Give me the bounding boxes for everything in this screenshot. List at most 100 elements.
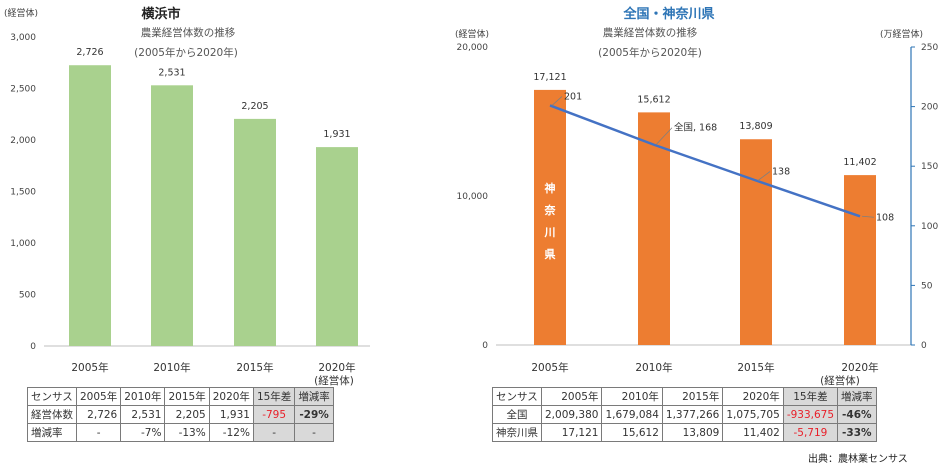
data-label: 2,726 <box>76 47 103 58</box>
bar <box>234 118 276 346</box>
y2-tick-label: 200 <box>921 103 938 113</box>
table-row: 増減率 - -7% -13% -12% - - <box>27 423 334 442</box>
data-label: 17,121 <box>533 72 566 83</box>
data-label: 15,612 <box>637 94 670 105</box>
table-cell: 1,931 <box>208 405 254 424</box>
table-cell: 2,009,380 <box>540 405 603 424</box>
yokohama-category-note: (経営体) <box>314 374 354 387</box>
table-row: 神奈川県 17,121 15,612 13,809 11,402 -5,719 … <box>492 423 877 442</box>
bar <box>844 175 876 345</box>
table-header-cell: 2020年 <box>208 387 254 406</box>
table-cell: 1,679,084 <box>601 405 663 424</box>
bar <box>638 112 670 346</box>
table-header-cell: 15年差 <box>252 387 296 406</box>
kanagawa-chart-period: (2005年から2020年) <box>598 46 702 59</box>
kanagawa-y2-axis: 0 50 100 150 200 250 <box>910 43 938 351</box>
national-line: 201 全国, 168 138 108 <box>549 91 894 223</box>
x-tick-label: 2010年 <box>153 361 190 374</box>
bar-series-label: 川 <box>544 226 556 239</box>
y2-tick-label: 0 <box>921 341 927 351</box>
national-kanagawa-table: センサス 2005年 2010年 2015年 2020年 15年差 増減率 全国… <box>492 387 877 442</box>
bar-series-label: 奈 <box>544 203 557 217</box>
table-header-cell: 2015年 <box>164 387 210 406</box>
bar <box>534 89 566 346</box>
x-tick-label: 2010年 <box>635 361 672 374</box>
table-cell: -5,719 <box>782 423 839 442</box>
table-cell: -933,675 <box>782 405 839 424</box>
kanagawa-chart-subtitle: 農業経営体数の推移 <box>603 26 698 39</box>
bar-series-label: 県 <box>545 248 556 261</box>
kanagawa-category-note: (経営体) <box>820 374 860 387</box>
yokohama-chart-subtitle: 農業経営体数の推移 <box>141 26 236 39</box>
y-tick-label: 10,000 <box>457 192 489 202</box>
line-data-label: 201 <box>564 91 582 102</box>
table-cell: 15,612 <box>601 423 663 442</box>
line-label-leader <box>551 96 563 106</box>
y-tick-label: 0 <box>30 342 36 352</box>
table-cell: 17,121 <box>540 423 603 442</box>
data-label: 13,809 <box>739 121 772 132</box>
data-label: 2,531 <box>158 67 185 78</box>
x-tick-label: 2015年 <box>737 361 774 374</box>
line-data-label: 108 <box>876 212 894 223</box>
x-tick-label: 2005年 <box>531 361 568 374</box>
data-label: 2,205 <box>241 101 268 112</box>
table-cell: -13% <box>164 423 210 442</box>
y-tick-label: 2,500 <box>10 85 36 95</box>
kanagawa-y-axis: 0 10,000 20,000 <box>457 43 911 351</box>
table-header-cell: 2015年 <box>661 387 724 406</box>
bar <box>316 147 358 346</box>
line-label-leader <box>655 127 673 146</box>
kanagawa-x-labels: 2005年 2010年 2015年 2020年 <box>531 361 878 374</box>
y2-tick-label: 100 <box>921 222 938 232</box>
table-header-cell: 2010年 <box>120 387 166 406</box>
yokohama-chart-title: 横浜市 <box>141 6 180 22</box>
table-cell: 経営体数 <box>27 405 77 424</box>
table-header-cell: 増減率 <box>294 387 334 406</box>
y-tick-label: 20,000 <box>457 43 489 53</box>
table-row: 全国 2,009,380 1,679,084 1,377,266 1,075,7… <box>492 405 877 424</box>
x-tick-label: 2005年 <box>71 361 108 374</box>
bar <box>69 65 111 347</box>
table-cell: -7% <box>120 423 166 442</box>
table-cell: 1,377,266 <box>661 405 724 424</box>
table-cell: 13,809 <box>661 423 724 442</box>
table-cell: - <box>294 423 334 442</box>
y-tick-label: 1,000 <box>10 239 36 249</box>
bar-series-label: 神 <box>545 181 556 195</box>
table-header-cell: 2020年 <box>722 387 784 406</box>
table-cell: -33% <box>837 423 877 442</box>
y2-tick-label: 150 <box>921 162 938 172</box>
yokohama-table: センサス 2005年 2010年 2015年 2020年 15年差 増減率 経営… <box>27 387 334 442</box>
table-cell: 全国 <box>492 405 542 424</box>
table-header-row: センサス 2005年 2010年 2015年 2020年 15年差 増減率 <box>492 387 877 406</box>
y-tick-label: 1,500 <box>10 188 36 198</box>
table-header-row: センサス 2005年 2010年 2015年 2020年 15年差 増減率 <box>27 387 334 406</box>
table-row: 経営体数 2,726 2,531 2,205 1,931 -795 -29% <box>27 405 334 424</box>
table-cell: 増減率 <box>27 423 77 442</box>
y-tick-label: 3,000 <box>10 33 36 43</box>
table-cell: -46% <box>837 405 877 424</box>
table-cell: 2,205 <box>164 405 210 424</box>
x-tick-label: 2015年 <box>236 361 273 374</box>
bar <box>151 85 193 346</box>
bar <box>740 139 772 345</box>
yokohama-y-unit: (経営体) <box>4 7 38 19</box>
y2-tick-label: 250 <box>921 43 938 53</box>
y2-tick-label: 50 <box>921 281 933 291</box>
table-header-cell: センサス <box>27 387 77 406</box>
y-tick-label: 0 <box>482 341 488 351</box>
kanagawa-y2-unit: (万経営体) <box>880 28 923 40</box>
yokohama-bars: 2,726 2,531 2,205 1,931 <box>69 47 358 347</box>
table-header-cell: センサス <box>492 387 542 406</box>
y-tick-label: 500 <box>19 291 36 301</box>
national-line-path <box>549 104 861 218</box>
table-header-cell: 2010年 <box>601 387 663 406</box>
line-data-label: 138 <box>772 167 790 178</box>
line-data-label: 全国, 168 <box>674 122 717 134</box>
table-header-cell: 2005年 <box>75 387 122 406</box>
source-note: 出典：農林業センサス <box>808 454 908 465</box>
table-cell: 2,531 <box>120 405 166 424</box>
